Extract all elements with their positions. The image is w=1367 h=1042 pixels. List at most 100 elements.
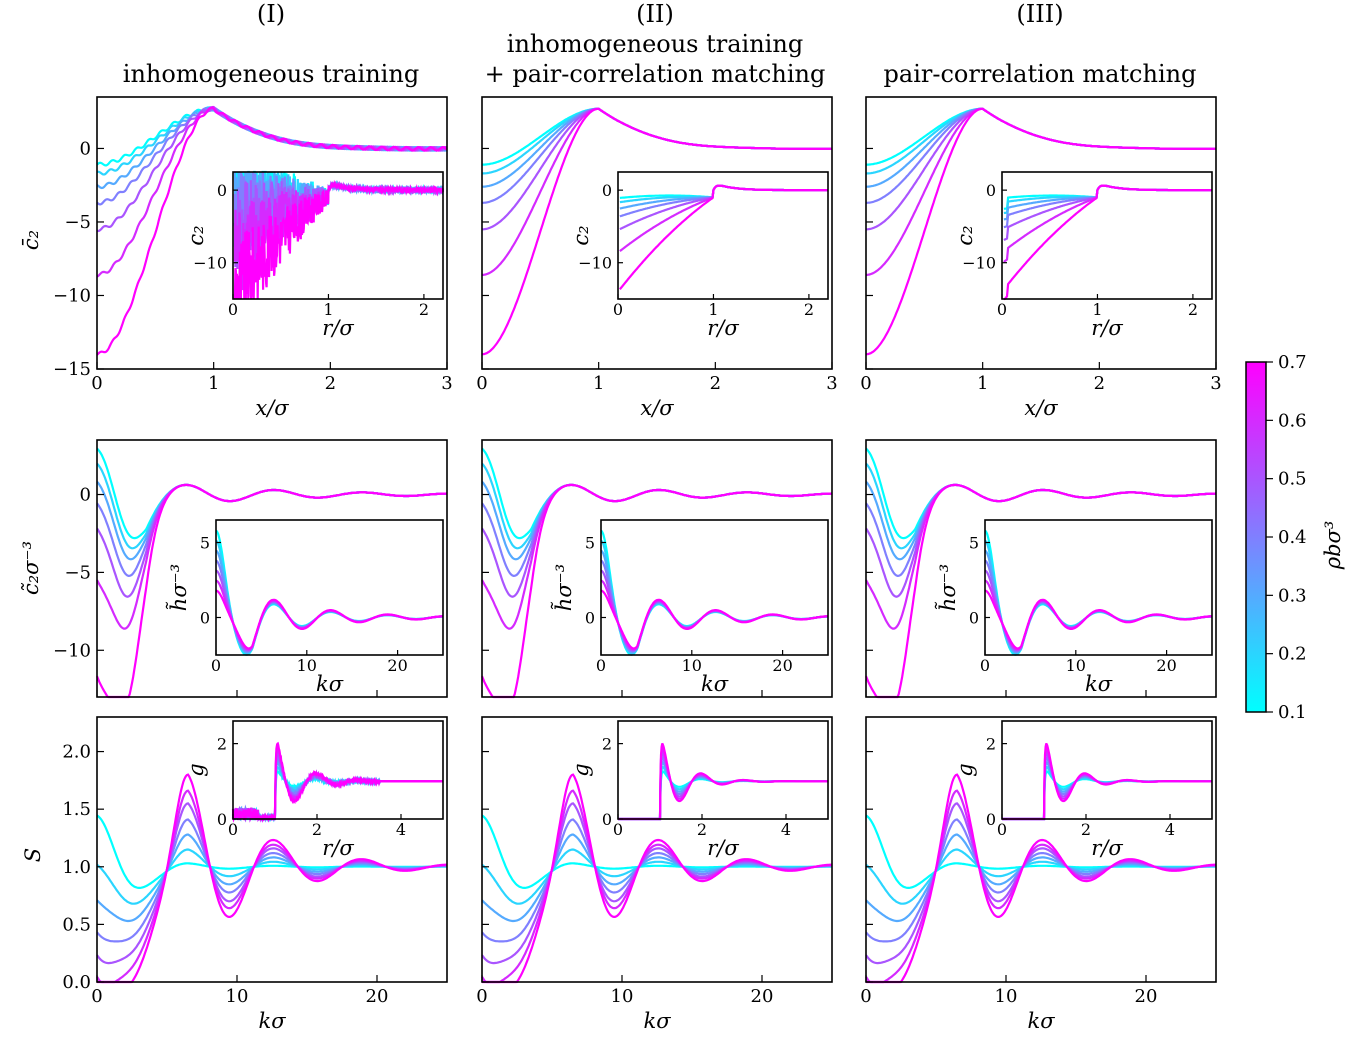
inset-ytick-label: 2 — [602, 735, 612, 754]
inset-ytick-label: 5 — [585, 534, 595, 553]
column-title-II-line2: + pair-correlation matching — [485, 60, 826, 88]
xlabel: kσ — [643, 1009, 671, 1033]
series-group — [96, 105, 448, 356]
inset-r1-c2: 0 1 2 0 −10 r/σ c₂ — [569, 171, 829, 340]
inset-xtick-label: 10 — [682, 656, 702, 675]
inset-frame — [617, 171, 829, 300]
colorbar-ticks: 0.1 0.2 0.3 0.4 0.5 0.6 0.7 — [1266, 352, 1307, 723]
inset-series-group — [984, 529, 1212, 656]
inset-series-rho-7 — [1003, 184, 1212, 301]
series-group — [480, 447, 833, 699]
colorbar-tick-label: 0.7 — [1278, 352, 1307, 373]
inset-xtick-label: 0 — [980, 656, 990, 675]
inset-xtick-label: 0 — [228, 820, 238, 839]
inset-ytick-label: 0 — [217, 181, 227, 200]
inset-xtick-label: 2 — [419, 300, 429, 319]
inset-xtick-label: 2 — [312, 820, 322, 839]
inset-xlabel: kσ — [1085, 672, 1113, 696]
series-rho-7 — [96, 106, 448, 356]
inset-ylabel: c₂ — [953, 225, 977, 245]
inset-ytick-label: 0 — [986, 810, 996, 829]
inset-ytick-label: 0 — [217, 810, 227, 829]
panel-r1-c1-xtick-label: 1 — [208, 373, 219, 394]
inset-series-group — [231, 741, 443, 824]
panel-r3-c2-frame — [481, 716, 833, 983]
column-title-III: pair-correlation matching — [884, 60, 1197, 88]
inset-background — [985, 520, 1212, 655]
colorbar-tick-label: 0.3 — [1278, 585, 1307, 606]
panel-r2-c1: 0 −5 −10 0 10 20 0 5 kσ h̃σ⁻³ — [53, 439, 448, 699]
inset-xtick-label: 2 — [697, 820, 707, 839]
inset-background — [216, 520, 443, 655]
panel-r1-c1-xtick-label: 3 — [441, 373, 452, 394]
inset-xtick-label: 4 — [1165, 820, 1175, 839]
inset-xtick-label: 0 — [613, 300, 623, 319]
series-rho-7 — [481, 107, 832, 356]
inset-xtick-label: 1 — [1092, 300, 1102, 319]
panel-r1-c1-frame — [96, 96, 448, 370]
inset-xlabel: kσ — [316, 672, 344, 696]
series-group — [864, 447, 1217, 699]
inset-xtick-label: 2 — [1188, 300, 1198, 319]
inset-frame — [1001, 171, 1213, 300]
column-title-I: inhomogeneous training — [123, 60, 419, 88]
ylabel-row1: c̄₂ — [19, 230, 43, 250]
panel-r3-c1-ytick-label: 1.5 — [62, 799, 91, 820]
series-group — [481, 773, 833, 984]
colorbar-tick-label: 0.1 — [1278, 702, 1307, 723]
inset-ylabel: g — [184, 763, 208, 776]
inset-xtick-label: 10 — [1066, 656, 1086, 675]
inset-ytick-label: 0 — [969, 609, 979, 628]
inset-xtick-label: 2 — [1081, 820, 1091, 839]
inset-ytick-label: 0 — [585, 609, 595, 628]
column-titles: (I) inhomogeneous training (II) inhomoge… — [123, 0, 1197, 88]
column-title-II-line1: inhomogeneous training — [507, 30, 803, 58]
panel-r2-c2: 0 10 20 0 5 kσ h̃σ⁻³ — [480, 439, 833, 699]
inset-xtick-label: 0 — [613, 820, 623, 839]
panel-r3-c1-ytick-label: 0.5 — [62, 914, 91, 935]
panel-r2-c3: 0 10 20 0 5 kσ h̃σ⁻³ — [864, 439, 1217, 699]
panel-r1-c3-xtick-label: 2 — [1094, 373, 1105, 394]
inset-ylabel: g — [569, 763, 593, 776]
inset-r1-c3: 0 1 2 0 −10 r/σ c₂ — [953, 171, 1213, 340]
inset-series-rho-7 — [233, 179, 445, 300]
inset-xtick-label: 1 — [708, 300, 718, 319]
inset-ylabel: g — [953, 763, 977, 776]
column-numeral-III: (III) — [1016, 0, 1063, 28]
inset-series-rho-7 — [619, 184, 828, 290]
inset-xtick-label: 1 — [323, 300, 333, 319]
xlabel: kσ — [258, 1009, 286, 1033]
inset-xtick-label: 0 — [211, 656, 221, 675]
series-rho-1 — [865, 814, 1216, 889]
inset-ylabel: c₂ — [184, 225, 208, 245]
panel-r1-c2-frame — [481, 96, 833, 370]
inset-frame — [600, 519, 829, 656]
panel-r1-c2-xtick-label: 0 — [476, 373, 487, 394]
inset-r2-c3: 0 10 20 0 5 kσ h̃σ⁻³ — [935, 519, 1213, 696]
inset-ytick-label: −10 — [962, 254, 996, 273]
series-rho-5 — [96, 105, 448, 233]
inset-ylabel: h̃σ⁻³ — [935, 564, 960, 611]
panel-r1-c1-ytick-label: −15 — [53, 359, 91, 380]
inset-xtick-label: 10 — [297, 656, 317, 675]
panel-r1-c3-xtick-label: 3 — [1210, 373, 1221, 394]
inset-series-rho-7 — [600, 589, 828, 650]
panel-r3-c1-ytick-label: 0.0 — [62, 972, 91, 993]
colorbar-tick-label: 0.5 — [1278, 469, 1307, 490]
inset-xlabel: r/σ — [1091, 836, 1123, 860]
inset-xtick-label: 2 — [804, 300, 814, 319]
panel-r1-c3-xtick-label: 1 — [977, 373, 988, 394]
panel-r1-c2-xtick-label: 2 — [710, 373, 721, 394]
inset-series-rho-7 — [231, 741, 381, 824]
inset-ytick-label: 2 — [986, 735, 996, 754]
series-group — [96, 773, 448, 984]
inset-r2-c1: 0 10 20 0 5 kσ h̃σ⁻³ — [166, 519, 444, 696]
inset-ytick-label: 5 — [969, 534, 979, 553]
panel-r3-c3-xtick-label: 0 — [860, 986, 871, 1007]
inset-background — [1002, 172, 1212, 299]
inset-xlabel: r/σ — [707, 316, 739, 340]
